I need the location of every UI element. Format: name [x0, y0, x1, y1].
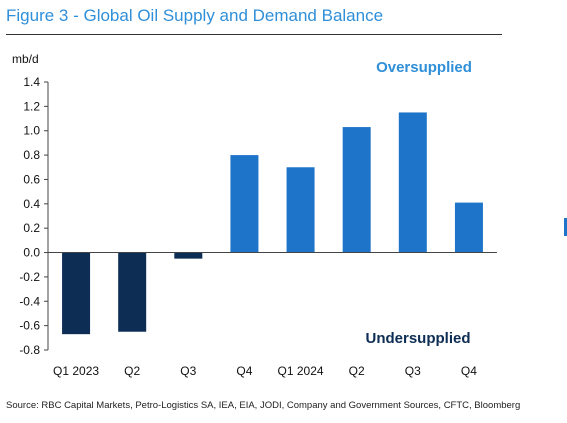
x-tick-label: Q3: [180, 364, 196, 378]
x-tick-label: Q2: [124, 364, 140, 378]
x-tick-label: Q1 2023: [53, 364, 99, 378]
y-tick-label: 0.8: [23, 148, 40, 162]
y-axis-label: mb/d: [12, 52, 39, 66]
title-divider: [6, 34, 502, 35]
bars: [62, 112, 483, 335]
y-tick-labels: 1.4 1.2 1.0 0.8 0.6 0.4 0.2 0.0 -0.2 -0.4 -0.6 -0.8: [19, 75, 48, 357]
y-tick-label: 0.0: [23, 246, 40, 260]
bar-2: [118, 252, 147, 332]
bar-5: [286, 167, 315, 253]
y-tick-label: -0.8: [19, 343, 40, 357]
x-tick-label: Q4: [236, 364, 252, 378]
figure-title: Figure 3 - Global Oil Supply and Demand …: [6, 6, 384, 25]
bar-6: [342, 127, 371, 253]
y-tick-label: 1.2: [23, 99, 40, 113]
bar-8: [454, 202, 483, 253]
x-tick-label: Q1 2024: [278, 364, 324, 378]
source-note: Source: RBC Capital Markets, Petro-Logis…: [6, 400, 521, 411]
x-tick-labels: Q1 2023 Q2 Q3 Q4 Q1 2024 Q2 Q3 Q4: [53, 364, 477, 378]
y-tick-label: -0.6: [19, 319, 40, 333]
x-tick-label: Q4: [461, 364, 477, 378]
y-tick-label: 0.4: [23, 197, 40, 211]
y-tick-label: 0.2: [23, 221, 40, 235]
y-tick-label: 1.4: [23, 75, 40, 89]
bar-1: [62, 252, 91, 335]
bar-4: [230, 155, 259, 253]
x-tick-label: Q3: [405, 364, 421, 378]
y-tick-label: 0.6: [23, 172, 40, 186]
bar-7: [398, 112, 427, 253]
undersupplied-annotation: Undersupplied: [365, 330, 470, 347]
x-tick-label: Q2: [349, 364, 365, 378]
y-tick-label: -0.2: [19, 270, 40, 284]
y-tick-label: 1.0: [23, 124, 40, 138]
oversupplied-annotation: Oversupplied: [376, 59, 472, 76]
y-tick-label: -0.4: [19, 294, 40, 308]
edge-fragment: [564, 218, 567, 236]
bar-3: [174, 252, 203, 259]
